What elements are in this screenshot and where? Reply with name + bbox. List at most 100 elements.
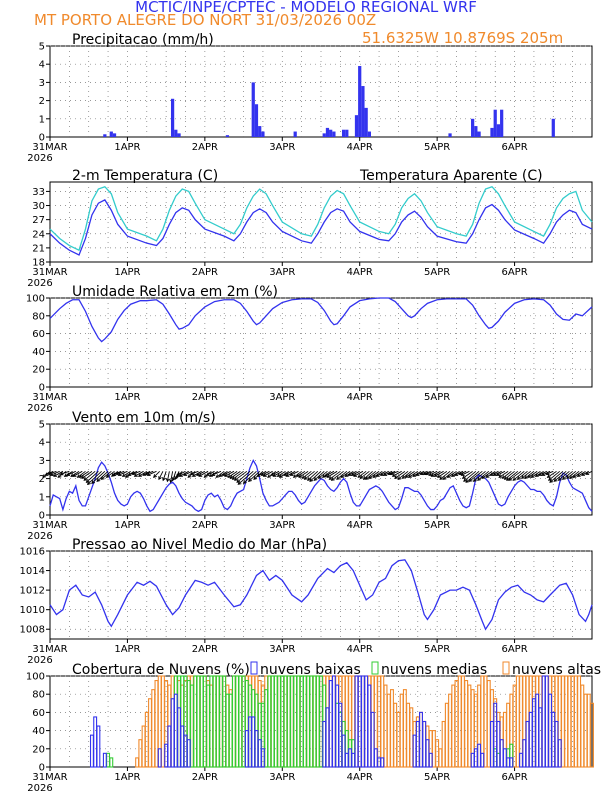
wind-arrow: [183, 470, 193, 476]
cloud-bar: [302, 675, 307, 768]
cloud-bar: [206, 684, 211, 768]
wind-arrow-head: [221, 472, 226, 476]
cloud-bar: [164, 743, 169, 768]
wind-arrow: [290, 470, 299, 476]
wind-xtick-label: 6APR: [501, 520, 527, 531]
wind-arrow: [439, 470, 451, 480]
cloud-bar: [260, 748, 265, 768]
cloud-bar: [322, 720, 327, 768]
cloud-bar: [535, 693, 540, 768]
cloud-bar: [148, 698, 152, 768]
wind-arrow: [461, 470, 470, 476]
wind-arrow-head: [158, 476, 162, 481]
cloud-legend-swatch: [371, 661, 379, 675]
cloud-bar: [296, 675, 301, 768]
cloud-bar: [354, 675, 359, 768]
wind-arrow: [261, 470, 270, 476]
wind-arrow-head: [256, 473, 261, 477]
wind-arrow: [437, 470, 448, 478]
cloud-bar: [341, 734, 346, 768]
temp-ytick-label: 30: [32, 201, 45, 212]
wind-arrow: [506, 470, 519, 481]
cloud-bar: [480, 752, 485, 768]
wind-arrow: [86, 470, 99, 483]
cloud-bar: [283, 675, 288, 768]
cloud-bar: [367, 684, 372, 768]
precip-bar: [500, 109, 504, 137]
wind-arrow-head: [63, 473, 68, 477]
wind-arrow-head: [83, 477, 88, 481]
wind-arrow: [368, 470, 380, 479]
wind-arrow-head: [44, 472, 49, 476]
wind-arrow-head: [541, 472, 546, 476]
wind-arrow: [340, 470, 351, 478]
wind-arrow: [177, 470, 186, 476]
cloud-bar: [186, 739, 191, 768]
cloud-bar: [506, 757, 511, 768]
wind-arrow-head: [78, 474, 83, 478]
wind-arrow: [493, 470, 502, 476]
wind-arrow: [408, 470, 419, 478]
wind-arrow-head: [218, 473, 223, 477]
wind-arrow-head: [176, 472, 181, 476]
press-title: Pressao ao Nivel Medio do Mar (hPa): [72, 537, 327, 553]
wind-arrow: [79, 470, 89, 478]
wind-arrow-head: [516, 476, 521, 480]
wind-arrow-head: [198, 473, 203, 477]
cloud-bar: [364, 675, 369, 768]
cloud-bar: [419, 711, 423, 768]
wind-arrow: [106, 470, 115, 478]
cloud-bar: [273, 675, 278, 768]
wind-arrow: [558, 470, 570, 481]
wind-arrow-head: [49, 472, 54, 477]
cloud-bar: [154, 679, 159, 768]
wind-arrow-head: [503, 476, 508, 480]
cloud-bar: [496, 720, 501, 768]
wind-arrow: [263, 470, 273, 477]
cloud-bar: [538, 707, 543, 768]
wind-arrow-head: [289, 472, 294, 476]
cloud-bar: [293, 675, 298, 768]
wind-arrow: [512, 470, 525, 481]
cloud-bar: [499, 739, 504, 768]
wind-arrow-head: [328, 476, 333, 480]
wind-arrow: [285, 470, 296, 477]
wind-arrow: [277, 470, 286, 477]
temp-xtick-label: 2APR: [192, 267, 218, 278]
wind-arrow: [153, 471, 161, 478]
wind-ytick-label: 5: [39, 420, 45, 431]
wind-arrow-head: [324, 473, 329, 477]
precip-bar: [254, 104, 259, 137]
wind-arrow: [147, 470, 157, 476]
cloud-legend-label: nuvens medias: [381, 662, 487, 678]
precip-bar: [225, 135, 230, 137]
wind-arrow-head: [227, 474, 232, 478]
cloud-bar: [435, 739, 440, 768]
clouds-xtick-label: 31MAR: [32, 772, 67, 783]
wind-arrow: [348, 470, 357, 476]
wind-arrow-head: [428, 472, 433, 476]
wind-arrow-head: [512, 477, 517, 481]
wind-arrow: [118, 470, 128, 476]
wind-arrow-head: [326, 474, 331, 478]
wind-arrow-head: [100, 476, 105, 480]
cloud-bar: [251, 716, 256, 768]
wind-arrow-head: [175, 474, 180, 478]
cloud-bar: [412, 734, 417, 768]
wind-arrow-head: [546, 474, 551, 478]
wind-arrow: [546, 470, 554, 475]
wind-xtick-label: 3APR: [269, 520, 295, 531]
precip-bar: [174, 129, 178, 137]
cloud-bar: [561, 675, 565, 768]
cloud-bar: [231, 675, 236, 768]
wind-arrow-head: [321, 474, 326, 478]
cloud-bar: [519, 752, 523, 768]
precip-bar: [477, 131, 481, 137]
cloud-bar: [402, 689, 407, 768]
cloud-bar: [344, 752, 349, 768]
wind-arrow: [331, 470, 344, 481]
cloud-bar: [109, 757, 114, 768]
wind-arrow-head: [133, 473, 138, 477]
cloud-bar: [348, 748, 352, 768]
